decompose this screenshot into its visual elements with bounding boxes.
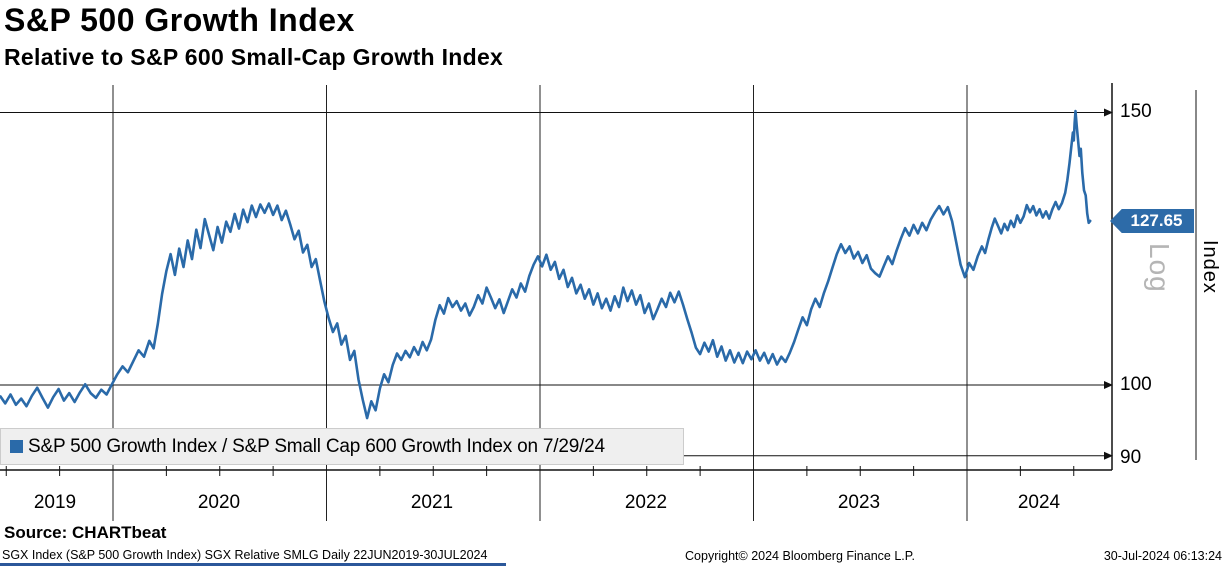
copyright-notice: Copyright© 2024 Bloomberg Finance L.P. [685,549,915,563]
log-scale-label: Log [1144,243,1175,293]
render-timestamp: 30-Jul-2024 06:13:24 [1103,549,1222,563]
legend-series-swatch-icon [10,440,23,453]
legend-series-label: S&P 500 Growth Index / S&P Small Cap 600… [28,435,605,457]
y-axis-title: Index [1199,240,1221,294]
y-axis-tick-100: 100 [1120,374,1152,395]
bottom-highlight-bar [0,563,506,566]
y-axis-tick-150: 150 [1120,101,1152,122]
chart-legend: S&P 500 Growth Index / S&P Small Cap 600… [0,428,684,465]
y-axis-tick-90: 90 [1120,447,1142,468]
x-axis-label-2024: 2024 [1017,492,1061,513]
ticker-meta-line: SGX Index (S&P 500 Growth Index) SGX Rel… [2,548,488,562]
x-axis-label-2021: 2021 [410,492,454,513]
x-axis-label-2020: 2020 [197,492,241,513]
x-axis-label-2023: 2023 [837,492,881,513]
last-price-badge: 127.65 [1110,209,1194,233]
x-axis-label-2019: 2019 [33,492,77,513]
x-axis-label-2022: 2022 [624,492,668,513]
page-title: S&P 500 Growth Index [4,2,355,38]
source-credit: Source: CHARTbeat [4,523,167,542]
page-subtitle: Relative to S&P 600 Small-Cap Growth Ind… [4,44,504,70]
